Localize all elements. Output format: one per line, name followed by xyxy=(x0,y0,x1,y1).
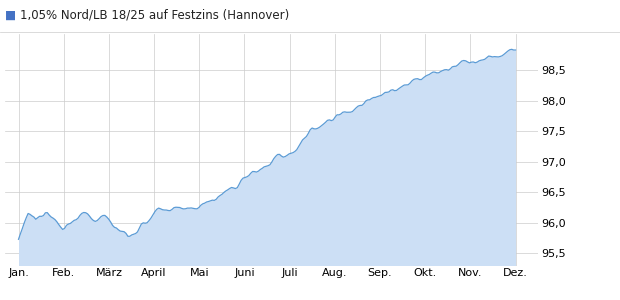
Text: ■: ■ xyxy=(5,9,16,22)
Text: 1,05% Nord/LB 18/25 auf Festzins (Hannover): 1,05% Nord/LB 18/25 auf Festzins (Hannov… xyxy=(20,9,290,22)
